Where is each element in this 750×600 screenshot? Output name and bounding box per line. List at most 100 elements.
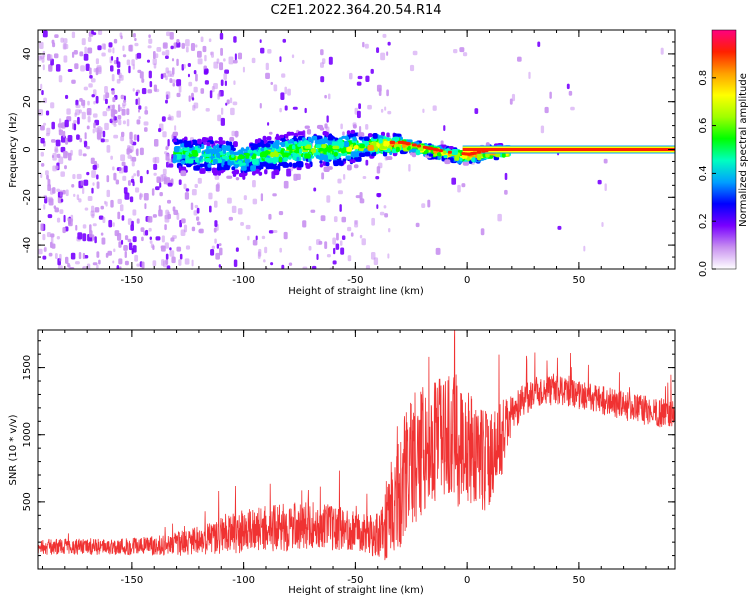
spectrogram-cell [104, 122, 109, 131]
spectrogram-cell [91, 187, 94, 194]
spectrogram-cell [283, 180, 289, 189]
spectrogram-cell [155, 236, 161, 241]
spectrogram-cell [180, 160, 186, 165]
spectrogram-cell [296, 156, 300, 162]
spectrogram-cell [316, 253, 319, 260]
spectrogram-cell [75, 104, 81, 109]
spectrogram-cell [141, 88, 147, 95]
spectrogram-cell [95, 58, 99, 65]
spectrogram-cell [96, 251, 100, 258]
spectrogram-cell [194, 165, 201, 171]
spectrogram-cell [47, 54, 53, 61]
spectrogram-cell [230, 107, 235, 116]
spectrogram-cell [225, 145, 231, 151]
spectrogram-cell [226, 99, 230, 105]
spectrogram-cell [362, 175, 367, 180]
spectrogram-cell [82, 233, 87, 242]
spectrogram-cell [71, 51, 75, 58]
spectrogram-cell [133, 32, 136, 38]
spectrogram-cell [193, 70, 197, 75]
spectrogram-cell [345, 155, 352, 160]
spectrogram-cell [139, 147, 144, 156]
spectrogram-cell [54, 34, 59, 38]
spectrogram-cell [237, 52, 243, 60]
spectrogram-cell [143, 193, 149, 201]
spectrogram-cell [94, 236, 97, 244]
spectrogram-cell [259, 39, 262, 44]
y-tick-label: 500 [22, 492, 33, 511]
spectrogram-cell [289, 150, 293, 154]
spectrogram-cell [172, 67, 175, 75]
spectrogram-cell [80, 179, 84, 186]
spectrogram-cell [320, 49, 324, 56]
spectrogram-cell [78, 149, 83, 156]
spectrogram-cell [76, 173, 82, 180]
spectrogram-cell [128, 242, 133, 251]
spectrogram-cell [73, 49, 78, 55]
spectrogram-cell [163, 177, 167, 185]
spectrogram-cell [165, 91, 171, 99]
spectrogram-cell [181, 218, 186, 224]
spectrogram-y-axis-label: Frequency (Hz) [8, 112, 19, 188]
spectrogram-cell [249, 143, 257, 147]
spectrogram-cell [377, 193, 381, 198]
spectrogram-cell [121, 108, 126, 116]
spectrogram-cell [38, 109, 44, 116]
spectrogram-cell [72, 173, 76, 180]
spectrogram-cell [214, 238, 217, 244]
spectrogram-cell [138, 105, 142, 110]
spectrogram-cell [166, 31, 171, 37]
spectrogram-cell [220, 79, 224, 86]
spectrogram-cell [45, 133, 50, 137]
spectrogram-cell [48, 252, 53, 257]
spectrogram-cell [280, 92, 285, 101]
spectrogram-cell [96, 174, 99, 180]
spectrogram-cell [82, 153, 87, 157]
spectrogram-cell [52, 153, 57, 161]
spectrogram-cell [71, 184, 75, 188]
spectrogram-cell [92, 113, 98, 118]
spectrogram-cell [71, 79, 76, 84]
spectrogram-cell [120, 35, 123, 40]
spectrogram-cell [356, 110, 361, 119]
spectrogram-cell [162, 260, 168, 268]
spectrogram-cell [132, 181, 135, 187]
spectrogram-cell [194, 183, 198, 189]
spectrogram-cell [124, 235, 129, 241]
spectrogram-cell [570, 106, 575, 111]
spectrogram-cell [362, 41, 365, 48]
spectrogram-cell [54, 252, 58, 260]
spectrogram-cell [96, 66, 102, 75]
spectrogram-cell [63, 150, 68, 159]
spectrogram-cell [89, 230, 93, 238]
spectrogram-cell [252, 150, 257, 154]
spectrogram-cell [67, 134, 73, 142]
spectrogram-cell [121, 215, 125, 221]
spectrogram-cell [76, 194, 80, 201]
spectrogram-cell [113, 134, 119, 139]
spectrogram-cell [302, 59, 305, 64]
spectrogram-cell [93, 122, 96, 129]
spectrogram-cell [218, 136, 223, 142]
spectrogram-cell [92, 164, 97, 170]
spectrogram-cell [122, 120, 126, 125]
spectrogram-cell [54, 207, 59, 213]
spectrogram-cell [188, 154, 193, 158]
spectrogram-cell [336, 232, 339, 241]
spectrogram-cell [118, 241, 122, 248]
spectrogram-cell [176, 58, 179, 66]
spectrogram-cell [83, 179, 89, 186]
spectrogram-cell [105, 92, 110, 99]
spectrogram-cell [302, 220, 307, 228]
spectrogram-cell [315, 154, 320, 159]
spectrogram-cell [338, 160, 344, 166]
spectrogram-cell [432, 147, 437, 151]
spectrogram-cell [109, 104, 113, 111]
spectrogram-cell [131, 156, 137, 162]
y-tick-label: 0 [22, 146, 33, 152]
spectrogram-cell [421, 203, 426, 208]
spectrogram-cell [97, 45, 102, 51]
spectrogram-cell [265, 143, 271, 148]
spectrogram-cell [134, 42, 139, 47]
spectrogram-cell [151, 188, 155, 196]
